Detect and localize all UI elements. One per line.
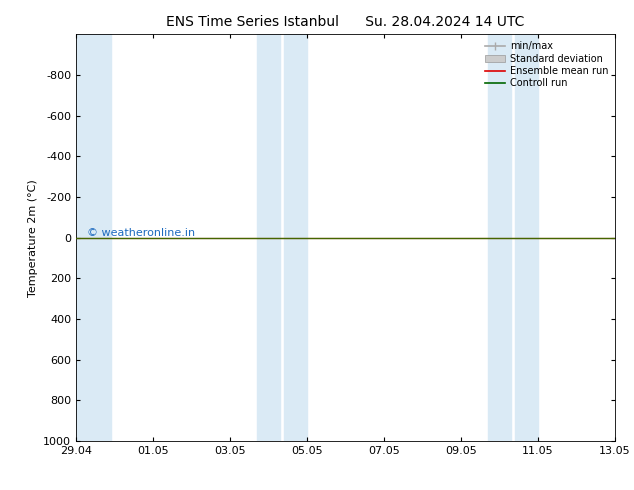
Bar bbox=[76, 34, 111, 441]
Bar bbox=[488, 34, 511, 441]
Title: ENS Time Series Istanbul      Su. 28.04.2024 14 UTC: ENS Time Series Istanbul Su. 28.04.2024 … bbox=[166, 15, 525, 29]
Bar bbox=[284, 34, 307, 441]
Legend: min/max, Standard deviation, Ensemble mean run, Controll run: min/max, Standard deviation, Ensemble me… bbox=[483, 39, 610, 90]
Bar bbox=[515, 34, 538, 441]
Text: © weatheronline.in: © weatheronline.in bbox=[87, 228, 195, 238]
Y-axis label: Temperature 2m (°C): Temperature 2m (°C) bbox=[28, 179, 37, 296]
Bar bbox=[257, 34, 280, 441]
